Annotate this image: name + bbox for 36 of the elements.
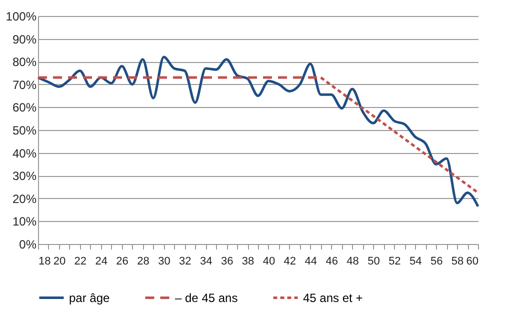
legend-label: 45 ans et +: [303, 290, 363, 305]
legend-label: par âge: [69, 290, 110, 305]
y-tick-label: 10%: [12, 214, 37, 229]
y-tick-label: 90%: [12, 32, 37, 46]
x-tick-label: 56: [430, 256, 443, 268]
y-tick-label: 0%: [19, 238, 37, 252]
y-tick-label: 70%: [12, 78, 37, 92]
y-tick-label: 60%: [12, 100, 37, 115]
x-tick-label: 46: [326, 256, 338, 268]
x-tick-label: 54: [410, 256, 422, 268]
x-tick-label: 26: [116, 256, 128, 268]
y-tick-label: 50%: [12, 124, 37, 138]
x-tick-label: 18: [38, 256, 51, 268]
x-tick-label: 38: [242, 256, 254, 268]
x-tick-label: 28: [137, 256, 150, 268]
x-tick-label: 32: [179, 256, 192, 268]
x-tick-label: 22: [74, 256, 87, 268]
x-tick-label: 60: [466, 256, 478, 268]
x-tick-label: 36: [220, 256, 234, 268]
y-tick-label: 40%: [12, 146, 37, 160]
x-tick-label: 30: [158, 256, 170, 268]
y-tick-label: 20%: [12, 192, 37, 206]
x-tick-label: 20: [53, 256, 66, 268]
x-tick-label: 50: [368, 256, 380, 268]
x-tick-label: 58: [451, 256, 464, 268]
x-tick-label: 52: [388, 256, 401, 268]
x-tick-label: 48: [346, 256, 359, 268]
x-tick-label: 42: [284, 256, 296, 268]
x-tick-label: 44: [304, 256, 318, 268]
legend-label: – de 45 ans: [175, 290, 238, 305]
x-tick-label: 40: [262, 256, 276, 268]
y-tick-label: 80%: [12, 55, 37, 70]
y-tick-label: 30%: [12, 169, 37, 184]
y-tick-label: 100%: [6, 10, 37, 24]
x-tick-label: 34: [200, 256, 212, 268]
x-tick-label: 24: [95, 256, 108, 268]
